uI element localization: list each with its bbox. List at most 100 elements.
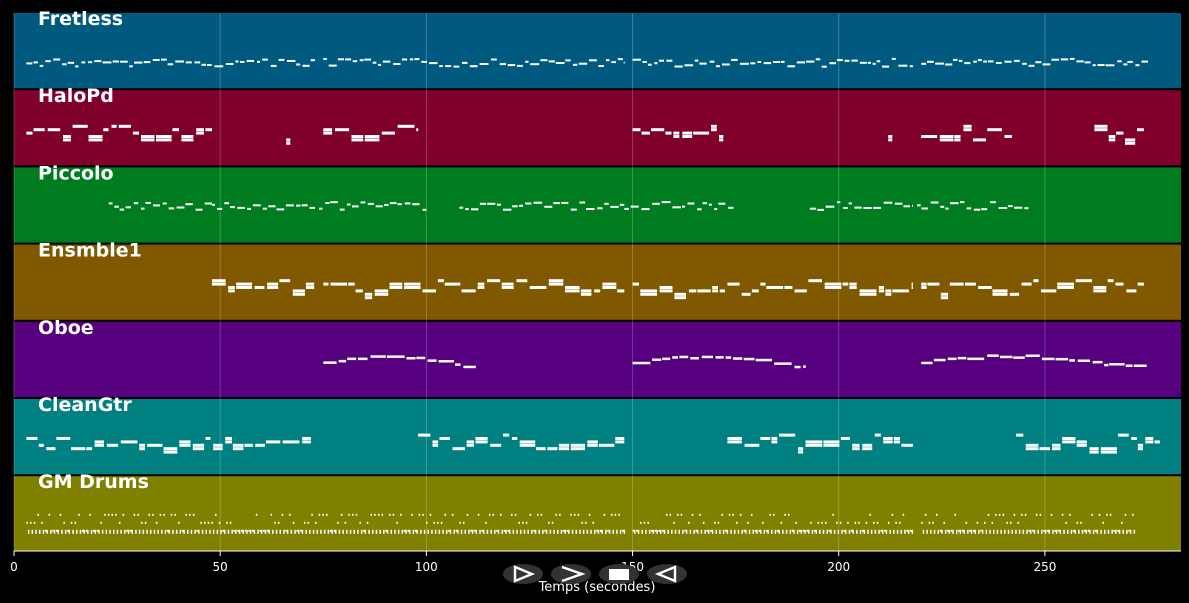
note [432, 443, 439, 447]
note [578, 62, 588, 65]
note [895, 521, 897, 524]
note [652, 202, 660, 205]
play-button-bg [503, 564, 543, 584]
forward-button[interactable] [551, 564, 591, 584]
note [945, 63, 953, 66]
note [935, 62, 944, 65]
note [969, 529, 971, 532]
note [1121, 521, 1123, 524]
note [93, 529, 95, 532]
note [26, 437, 38, 440]
note [654, 529, 657, 532]
note [168, 529, 170, 534]
note [736, 521, 738, 524]
note [587, 440, 598, 444]
tracks-layer: Fretless HaloPd Piccolo Ensmble1 Oboe CleanGt… [14, 8, 1181, 552]
note [745, 529, 747, 534]
note [244, 443, 253, 447]
x-tick-label: 50 [213, 560, 228, 574]
note [533, 529, 535, 532]
note [602, 282, 617, 286]
note [674, 292, 686, 296]
note [1070, 529, 1073, 534]
note [859, 529, 862, 534]
note [418, 513, 421, 516]
note [950, 202, 959, 205]
note [406, 357, 416, 360]
note [743, 357, 755, 361]
note [611, 513, 613, 516]
note [204, 202, 212, 205]
note [1007, 529, 1010, 534]
note [917, 204, 921, 207]
note [285, 204, 294, 207]
note [1098, 513, 1101, 516]
note [518, 521, 520, 524]
note [53, 529, 56, 534]
track-notes [26, 513, 1136, 534]
note [422, 513, 424, 516]
note [1035, 513, 1038, 516]
stop-button[interactable] [599, 564, 639, 584]
note [112, 60, 119, 63]
note [135, 529, 137, 534]
note [1026, 529, 1028, 534]
note [1050, 513, 1053, 516]
note [727, 437, 742, 440]
note [722, 529, 725, 534]
note [780, 60, 785, 63]
note [328, 64, 337, 67]
note [457, 529, 459, 534]
note [440, 521, 443, 524]
note [120, 440, 138, 444]
note [225, 63, 234, 65]
note [404, 286, 421, 289]
note [468, 529, 470, 534]
note [989, 529, 991, 534]
note [141, 138, 155, 142]
note [928, 521, 931, 524]
note [570, 513, 572, 516]
note [867, 61, 871, 64]
note [950, 529, 953, 532]
note [485, 521, 487, 524]
note [1085, 529, 1087, 534]
note [217, 207, 223, 210]
note [201, 63, 206, 66]
note [290, 529, 293, 534]
note [133, 202, 139, 205]
note [680, 513, 683, 516]
note [909, 65, 913, 68]
note [50, 529, 52, 534]
note [599, 529, 602, 532]
note [174, 513, 176, 516]
note [1081, 529, 1084, 534]
note [555, 513, 557, 516]
note [849, 282, 857, 286]
note [575, 529, 577, 534]
note [712, 289, 718, 293]
note [232, 447, 244, 451]
note [453, 65, 460, 68]
note [168, 207, 175, 210]
note [501, 529, 503, 534]
note [711, 128, 717, 132]
note [1115, 282, 1124, 286]
note [1117, 60, 1122, 63]
note [548, 282, 564, 286]
note [704, 529, 706, 534]
note [131, 529, 133, 534]
play-button[interactable] [503, 564, 543, 584]
note [798, 450, 804, 454]
note [715, 356, 724, 359]
note [211, 203, 215, 206]
note [873, 206, 881, 209]
note [246, 529, 248, 534]
note [224, 202, 230, 205]
note [710, 529, 712, 532]
note [636, 529, 638, 532]
note [179, 443, 191, 447]
note [1055, 357, 1069, 361]
back-button[interactable] [647, 564, 687, 584]
note [194, 529, 196, 534]
